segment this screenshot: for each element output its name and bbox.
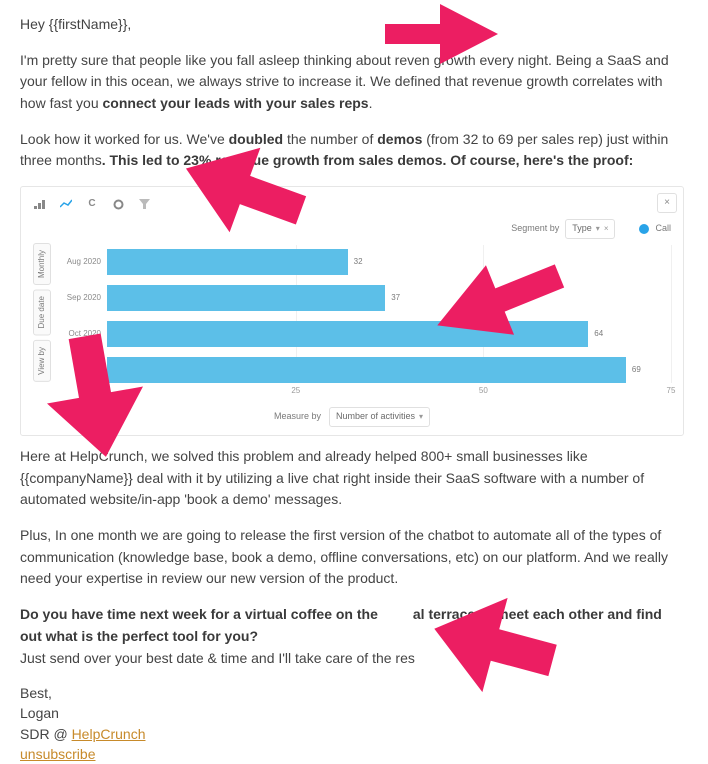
bar: [107, 249, 348, 275]
sig-name: Logan: [20, 703, 684, 723]
paragraph-4: Plus, In one month we are going to relea…: [20, 525, 684, 590]
chart-header-right: Segment by Type ▾ × Call: [33, 219, 671, 239]
bar-value-label: 64: [594, 328, 603, 340]
side-tabs: Monthly Due date View by: [33, 243, 51, 403]
bars-icon[interactable]: [33, 197, 47, 211]
x-axis-ticks: 255075: [57, 385, 671, 399]
greeting: Hey {{firstName}},: [20, 14, 684, 36]
chart-toolbar: C: [33, 197, 671, 211]
measure-by-label: Measure by: [274, 410, 321, 424]
legend-dot-icon: [639, 224, 649, 234]
sig-role: SDR @: [20, 726, 72, 742]
chart-widget: × C Segment by Type ▾ ×: [20, 186, 684, 436]
close-button[interactable]: ×: [657, 193, 677, 213]
p2-d: demos: [377, 131, 422, 147]
c-icon[interactable]: C: [85, 197, 99, 211]
bar-category-label: Sep 2020: [67, 292, 105, 304]
measure-value: Number of activities: [336, 410, 415, 424]
bar-value-label: 32: [354, 256, 363, 268]
chart-plot: 255075 Aug 202032Sep 202037Oct 202064202…: [57, 243, 671, 403]
bar: [107, 357, 626, 383]
sig-best: Best,: [20, 683, 684, 703]
bar: [107, 321, 588, 347]
pill-caret-icon: ▾: [596, 223, 600, 235]
bar-row: 202069: [107, 357, 671, 383]
cta-bold-a: Do you have time next week for a virtual…: [20, 606, 382, 622]
segment-by-label: Segment by: [511, 222, 559, 236]
bar-category-label: 2020: [83, 364, 105, 376]
paragraph-2: Look how it worked for us. We've doubled…: [20, 129, 684, 172]
company-link[interactable]: HelpCrunch: [72, 726, 146, 742]
bar-category-label: Oct 2020: [69, 328, 105, 340]
pill-remove-icon: ×: [604, 223, 609, 235]
donut-icon[interactable]: [111, 197, 125, 211]
tab-due-date[interactable]: Due date: [33, 289, 51, 335]
bar-row: Oct 202064: [107, 321, 671, 347]
p1-bold: connect your leads with your sales reps: [103, 95, 369, 111]
p2-f: . This led to 23% revenue growth from sa…: [102, 152, 634, 168]
bar: [107, 285, 385, 311]
paragraph-1: I'm pretty sure that people like you fal…: [20, 50, 684, 115]
p1-a: I'm pretty sure that people like you fal…: [20, 52, 430, 68]
cta-line-2: Just send over your best date & time and…: [20, 650, 415, 666]
x-tick-label: 50: [479, 385, 488, 397]
bar-row: Sep 202037: [107, 285, 671, 311]
x-tick-label: 25: [291, 385, 300, 397]
email-document: Hey {{firstName}}, I'm pretty sure that …: [0, 0, 708, 756]
p2-a: Look how it worked for us. We've: [20, 131, 229, 147]
signature: Best, Logan SDR @ HelpCrunch unsubscribe: [20, 683, 684, 764]
close-icon: ×: [664, 195, 670, 211]
bar-value-label: 37: [391, 292, 400, 304]
segment-value: Type: [572, 222, 592, 236]
x-tick-label: 75: [667, 385, 676, 397]
tab-monthly[interactable]: Monthly: [33, 243, 51, 285]
chart-body: Monthly Due date View by 255075 Aug 2020…: [33, 243, 671, 403]
bar-row: Aug 202032: [107, 249, 671, 275]
p2-b: doubled: [229, 131, 283, 147]
measure-pill[interactable]: Number of activities ▾: [329, 407, 430, 427]
cta-gap: [382, 606, 413, 622]
unsubscribe-link[interactable]: unsubscribe: [20, 746, 96, 762]
segment-pill[interactable]: Type ▾ ×: [565, 219, 615, 239]
legend-call-label: Call: [655, 222, 671, 236]
p1-c: .: [369, 95, 373, 111]
grid-line: [671, 245, 672, 383]
paragraph-3: Here at HelpCrunch, we solved this probl…: [20, 446, 684, 511]
funnel-icon[interactable]: [137, 197, 151, 211]
tab-view-by[interactable]: View by: [33, 340, 51, 382]
line-icon[interactable]: [59, 197, 73, 211]
chart-footer: Measure by Number of activities ▾: [33, 407, 671, 427]
sig-role-line: SDR @ HelpCrunch: [20, 724, 684, 744]
cta-paragraph: Do you have time next week for a virtual…: [20, 604, 684, 669]
bar-value-label: 69: [632, 364, 641, 376]
measure-caret-icon: ▾: [419, 411, 423, 423]
p2-c: the number of: [283, 131, 377, 147]
bar-category-label: Aug 2020: [67, 256, 105, 268]
